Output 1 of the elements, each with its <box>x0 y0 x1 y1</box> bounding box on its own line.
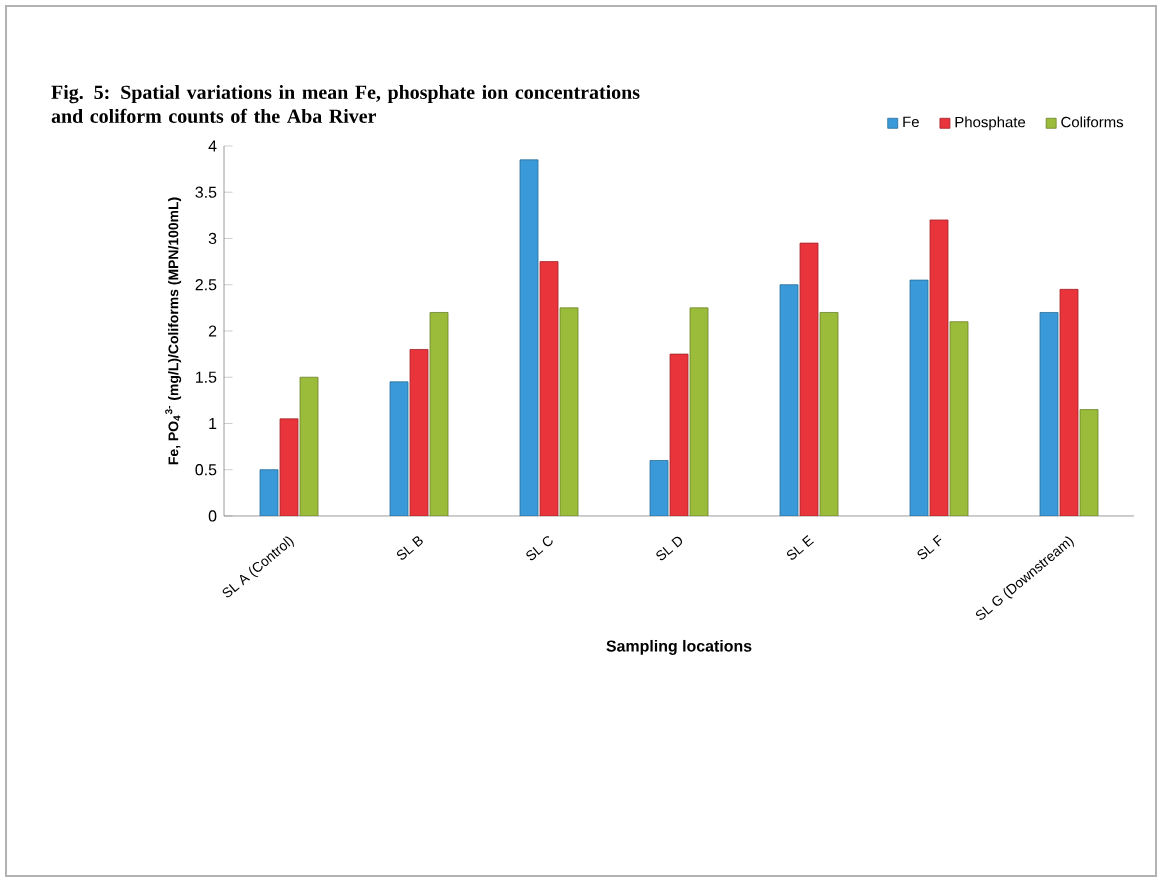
chart-title: Fig. 5: Spatial variations in mean Fe, phosphate ion concentrations and coliform counts of the Aba River <box>51 85 640 123</box>
